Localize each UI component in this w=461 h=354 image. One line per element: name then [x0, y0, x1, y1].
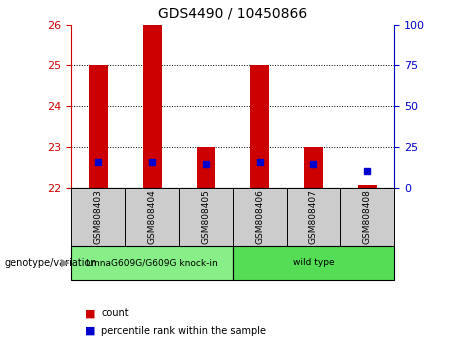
Bar: [179, 188, 233, 246]
Text: ■: ■: [85, 308, 96, 318]
Text: wild type: wild type: [293, 258, 334, 267]
Bar: [358, 185, 377, 188]
Title: GDS4490 / 10450866: GDS4490 / 10450866: [158, 7, 307, 21]
Text: percentile rank within the sample: percentile rank within the sample: [101, 326, 266, 336]
Bar: [233, 188, 287, 246]
Text: GSM808406: GSM808406: [255, 189, 264, 244]
Text: GSM808404: GSM808404: [148, 189, 157, 244]
Bar: [304, 147, 323, 188]
Bar: [71, 188, 125, 246]
Text: LmnaG609G/G609G knock-in: LmnaG609G/G609G knock-in: [86, 258, 218, 267]
Text: GSM808403: GSM808403: [94, 189, 103, 244]
Bar: [71, 246, 233, 280]
Text: ▶: ▶: [61, 258, 69, 268]
Bar: [196, 147, 215, 188]
Bar: [233, 246, 394, 280]
Bar: [125, 188, 179, 246]
Text: count: count: [101, 308, 129, 318]
Text: ■: ■: [85, 326, 96, 336]
Text: GSM808405: GSM808405: [201, 189, 210, 244]
Bar: [143, 25, 161, 188]
Bar: [89, 65, 108, 188]
Text: GSM808407: GSM808407: [309, 189, 318, 244]
Bar: [250, 65, 269, 188]
Text: GSM808408: GSM808408: [363, 189, 372, 244]
Bar: [340, 188, 394, 246]
Bar: [287, 188, 340, 246]
Text: genotype/variation: genotype/variation: [5, 258, 97, 268]
